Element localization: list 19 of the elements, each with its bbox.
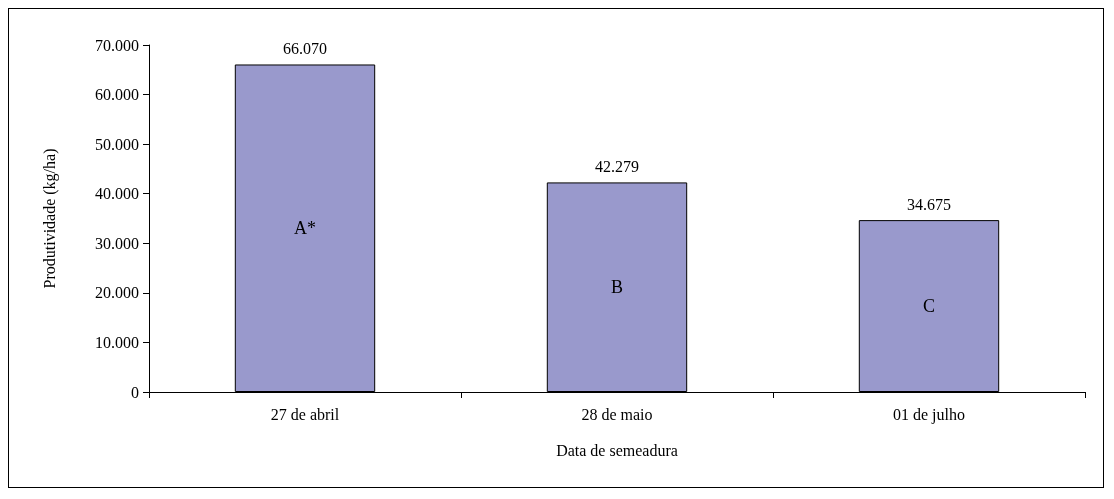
x-axis-title: Data de semeadura	[556, 441, 678, 459]
y-tick-label: 10.000	[95, 333, 139, 351]
y-tick-label: 40.000	[95, 185, 139, 203]
x-tick-label: 27 de abril	[270, 405, 340, 423]
y-axis-title: Produtividade (kg/ha)	[40, 148, 59, 289]
y-tick-label: 0	[131, 383, 139, 401]
annotation: A*	[294, 218, 316, 239]
y-tick-label: 60.000	[95, 86, 139, 104]
y-tick-label: 20.000	[95, 284, 139, 302]
data-label: 42.279	[595, 157, 639, 175]
data-label: 34.675	[907, 195, 951, 213]
x-tick-label: 01 de julho	[893, 405, 965, 424]
data-label: 66.070	[283, 39, 327, 57]
annotation: B	[610, 277, 624, 298]
x-tick-label: 28 de maio	[581, 405, 653, 423]
y-tick-label: 50.000	[95, 135, 139, 153]
annotation: C	[922, 296, 936, 317]
y-tick-label: 30.000	[95, 234, 139, 252]
y-tick-label: 70.000	[95, 36, 139, 54]
